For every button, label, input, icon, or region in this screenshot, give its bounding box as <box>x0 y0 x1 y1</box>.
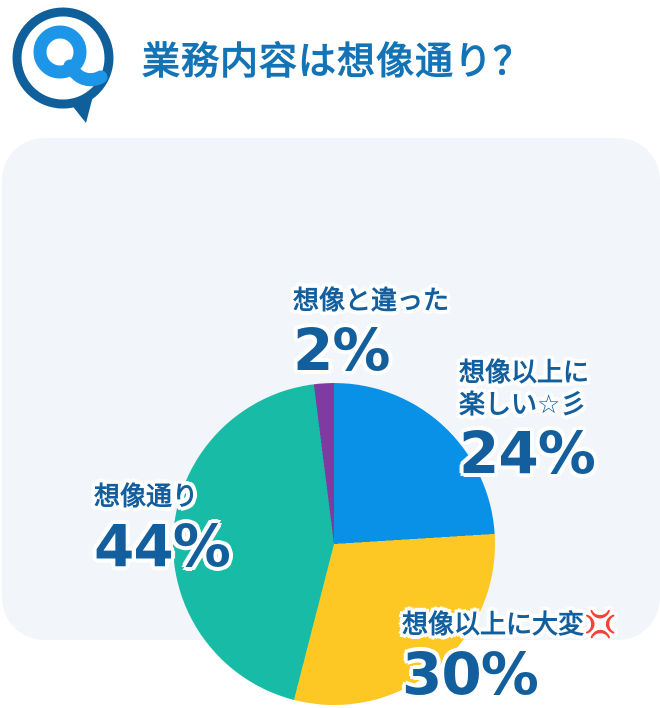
segment-label-line2: 楽しい☆彡 <box>459 389 587 420</box>
segment-label: 想像通り <box>94 482 199 512</box>
header: 業務内容は想像通り？ <box>0 0 660 138</box>
segment-label: 想像以上に大変💢 <box>402 610 617 640</box>
pie-label-harder: 想像以上に大変💢 30% <box>402 610 616 704</box>
pie-label-different: 想像と違った 2% <box>293 286 449 380</box>
q-letter-tail <box>63 59 108 87</box>
segment-percent: 2% <box>293 315 390 384</box>
pie-label-more-fun: 想像以上に 楽しい☆彡 24% <box>459 358 596 488</box>
question-speech-bubble-icon <box>12 7 114 123</box>
segment-label: 想像と違った <box>293 286 450 316</box>
chart-card: 想像と違った 2% 想像以上に 楽しい☆彡 24% 想像通り 44% 想像以上に… <box>2 138 660 705</box>
q-letter-ring <box>33 25 87 79</box>
page-title: 業務内容は想像通り？ <box>142 39 533 83</box>
pie-label-as-imagined: 想像通り 44% <box>94 482 231 580</box>
segment-label-line1: 想像以上に <box>459 358 590 388</box>
segment-percent: 24% <box>459 419 596 488</box>
segment-percent: 30% <box>402 639 539 708</box>
segment-percent: 44% <box>94 511 231 580</box>
